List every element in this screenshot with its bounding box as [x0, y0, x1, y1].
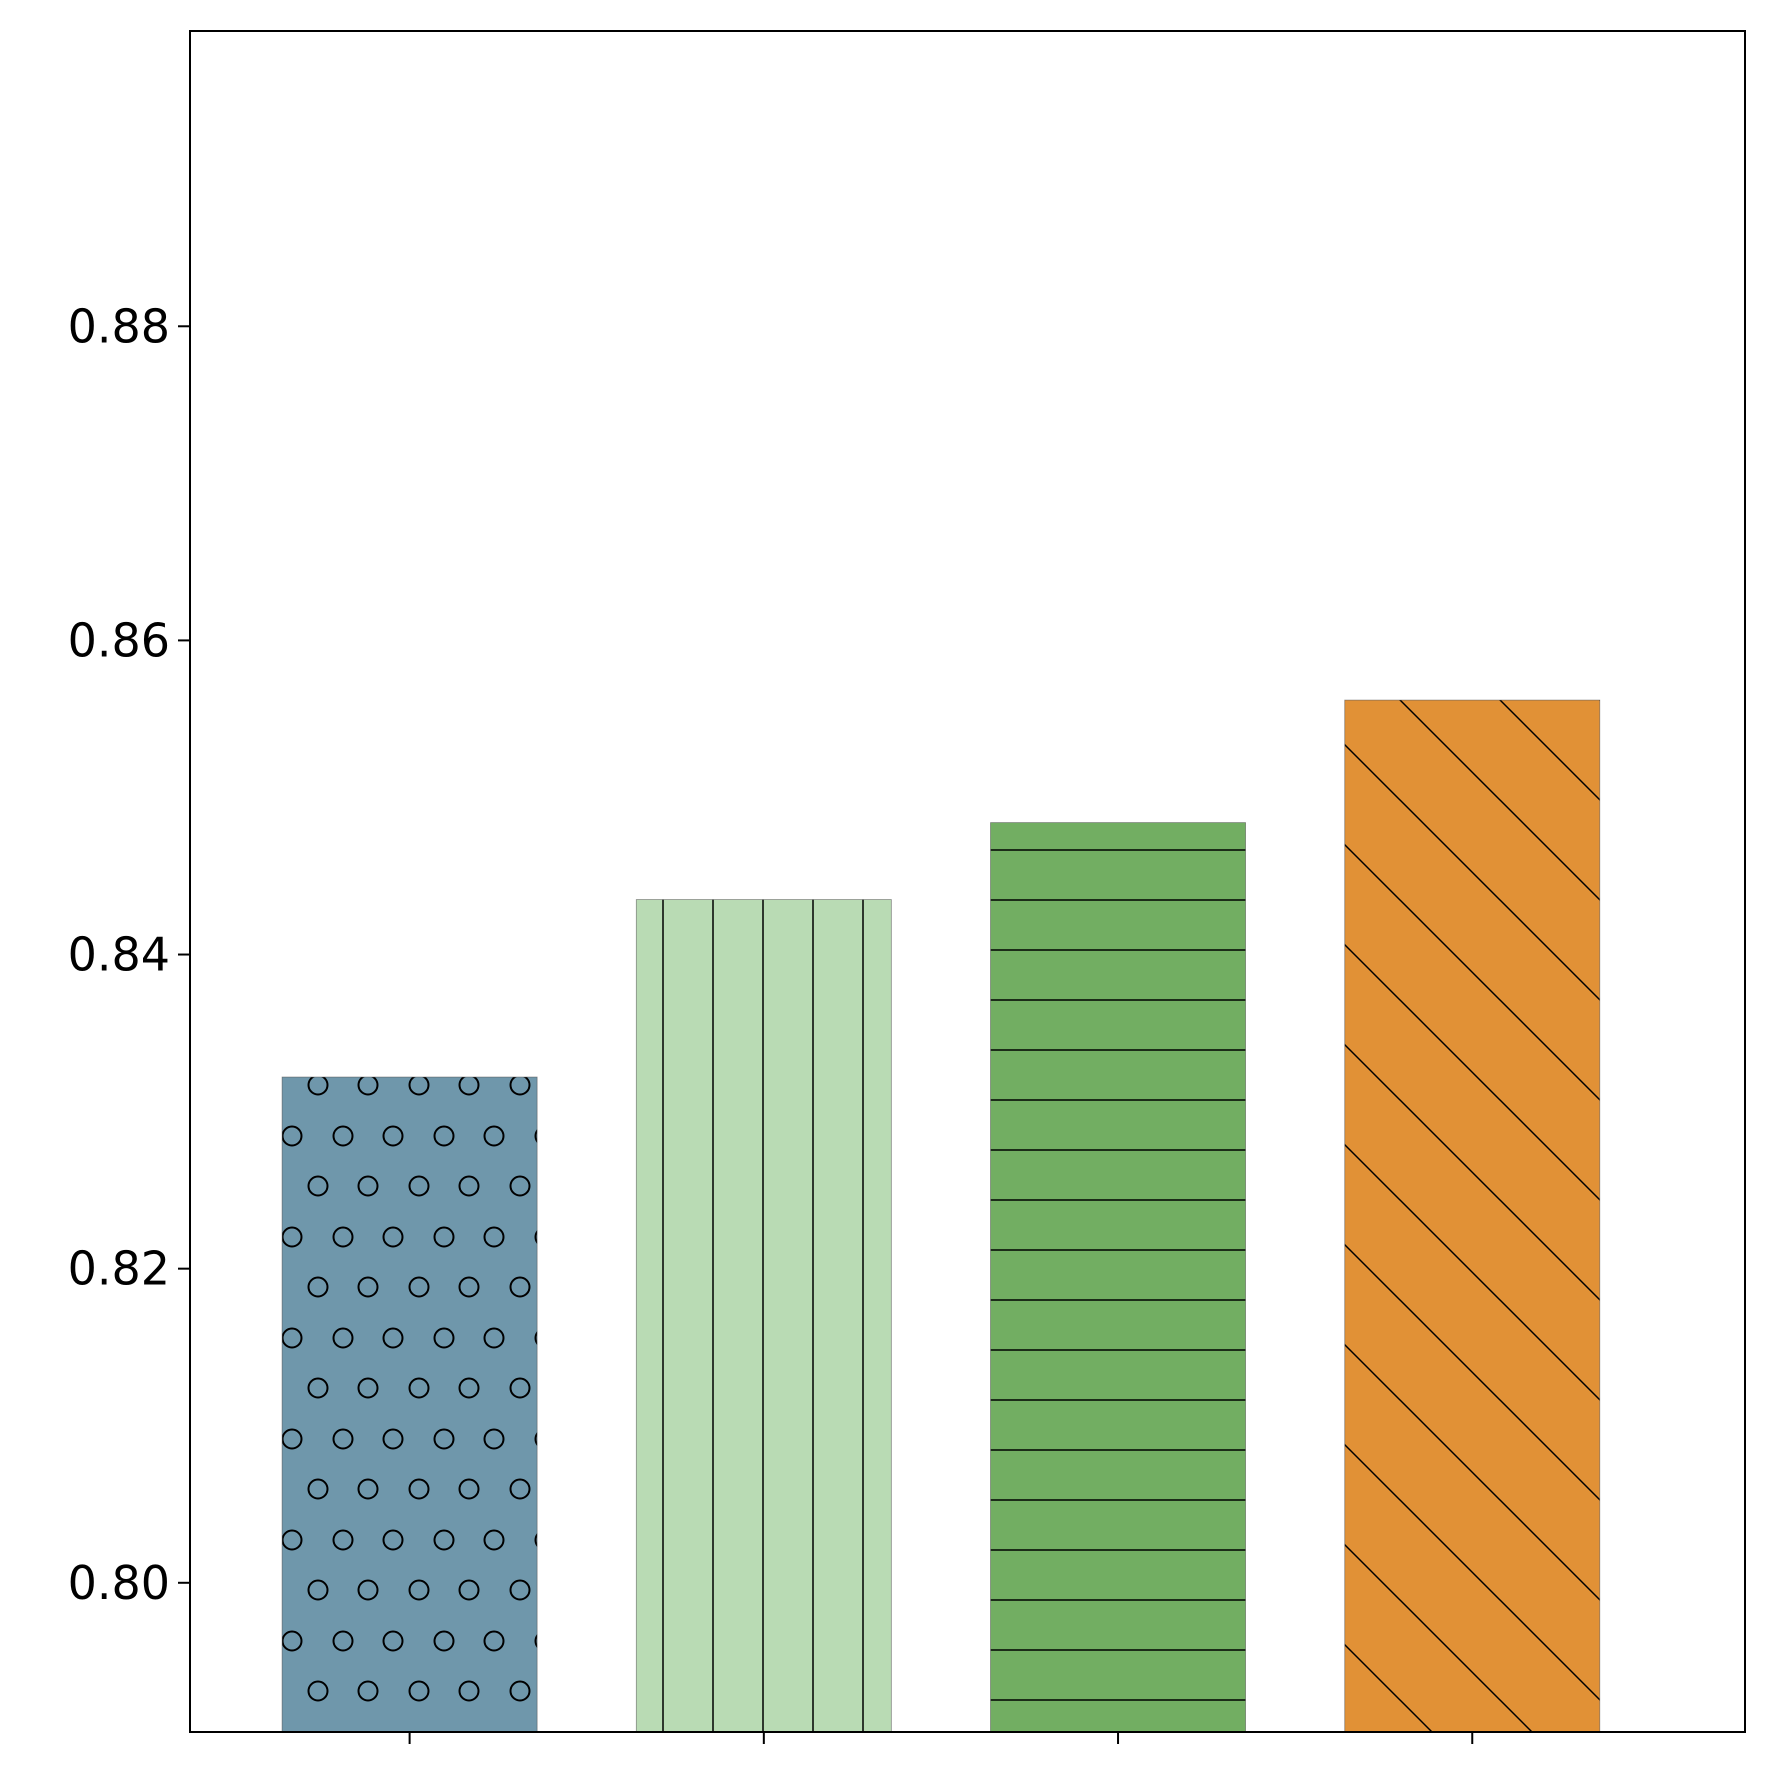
y-tick-label-3: 0.84 [68, 928, 170, 982]
bar-4-hatch [1344, 699, 1601, 1733]
bar-2-hatch [635, 899, 892, 1733]
y-tick-label-1: 0.80 [68, 1556, 170, 1610]
y-tick-label-5: 0.88 [68, 299, 170, 353]
plot-frame [189, 30, 1746, 1733]
axes-layer: 0.80 0.82 0.84 0.86 0.88 [68, 30, 1746, 1744]
bar-1-hatch [281, 1076, 538, 1733]
y-tick-label-2: 0.82 [68, 1242, 170, 1296]
bars-layer [281, 699, 1601, 1733]
bar-3-hatch [990, 822, 1246, 1733]
y-tick-label-4: 0.86 [68, 613, 170, 667]
